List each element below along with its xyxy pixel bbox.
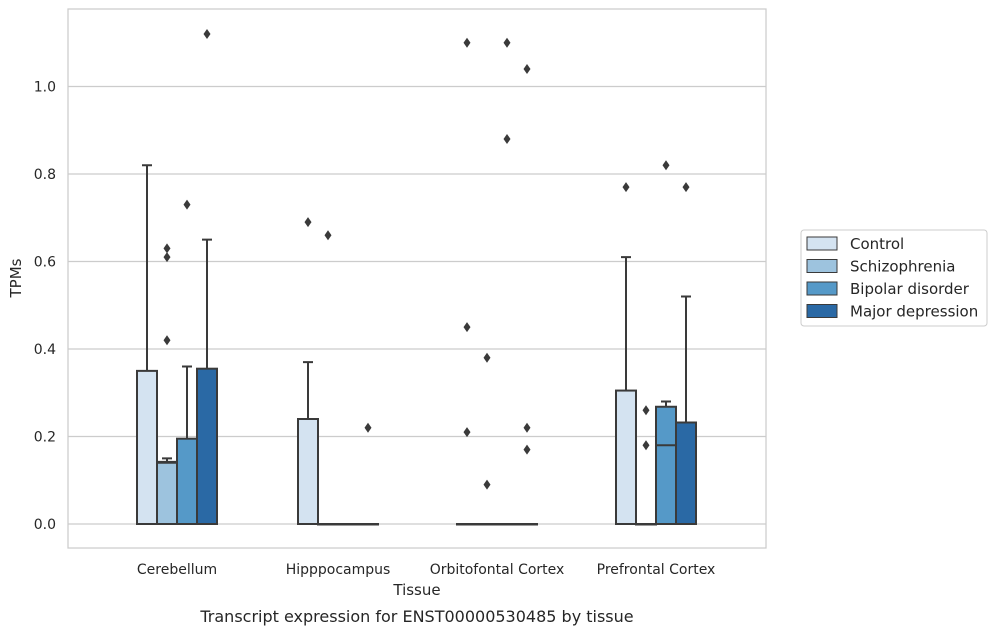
legend-swatch xyxy=(806,304,838,318)
y-tick-label: 0.4 xyxy=(34,342,56,358)
box-body xyxy=(297,418,319,525)
x-tick-label: Hipppocampus xyxy=(286,562,391,578)
box-bipolar-disorder xyxy=(655,160,677,525)
box-major-depression xyxy=(357,422,379,526)
box-body xyxy=(655,405,677,525)
box-schizophrenia xyxy=(635,405,657,526)
x-axis-ticks: Cerebellum Hipppocampus Orbitofontal Corte… xyxy=(137,562,715,578)
outlier-point xyxy=(503,37,511,48)
box-control xyxy=(456,37,478,526)
y-tick-label: 1.0 xyxy=(34,80,56,96)
outlier-point xyxy=(324,230,332,241)
box-body xyxy=(615,389,637,525)
box-major-depression xyxy=(196,29,218,525)
legend-label: Schizophrenia xyxy=(850,258,955,276)
outlier-point xyxy=(463,322,471,333)
outlier-point xyxy=(163,335,171,346)
box-schizophrenia xyxy=(317,230,339,526)
box-body xyxy=(176,437,198,525)
legend-swatch xyxy=(806,281,838,296)
x-tick-label: Cerebellum xyxy=(137,562,217,578)
outlier-point xyxy=(304,217,312,228)
box-body xyxy=(136,369,158,525)
outlier-point xyxy=(163,252,171,263)
y-tick-label: 0.0 xyxy=(34,517,56,533)
outlier-point xyxy=(203,29,211,39)
outlier-point xyxy=(463,427,471,438)
box-control xyxy=(136,164,158,525)
outlier-point xyxy=(523,444,531,455)
outlier-point xyxy=(483,352,491,363)
box-bipolar-disorder xyxy=(496,37,518,526)
y-tick-label: 0.2 xyxy=(34,430,56,446)
outlier-point xyxy=(642,405,650,416)
box-body xyxy=(196,367,218,525)
x-tick-label: Orbitofontal Cortex xyxy=(430,562,565,578)
outlier-point xyxy=(642,440,650,451)
box-control xyxy=(297,217,319,525)
legend-label: Control xyxy=(850,235,904,253)
outlier-point xyxy=(163,243,171,254)
box-body xyxy=(156,460,178,525)
legend-frame xyxy=(800,229,988,327)
chart-caption: Transcript expression for ENST0000053048… xyxy=(199,607,633,626)
box-major-depression xyxy=(516,64,538,526)
box-major-depression xyxy=(675,182,697,525)
y-axis-ticks: 0.0 0.2 0.4 0.6 0.8 1.0 xyxy=(34,80,56,534)
box-schizophrenia xyxy=(476,352,498,526)
outlier-point xyxy=(682,182,690,193)
box-schizophrenia xyxy=(156,243,178,525)
x-axis-label: Tissue xyxy=(392,581,440,599)
outlier-point xyxy=(483,479,491,490)
outlier-point xyxy=(364,422,372,433)
box-bipolar-disorder xyxy=(176,199,198,525)
legend-swatch xyxy=(806,259,838,273)
x-tick-label: Prefrontal Cortex xyxy=(597,562,716,578)
legend-swatch xyxy=(806,236,838,251)
plot-frame xyxy=(67,8,767,549)
box-series xyxy=(136,29,697,526)
box-bipolar-disorder xyxy=(337,523,359,526)
outlier-point xyxy=(622,182,630,193)
legend: Control Schizophrenia Bipolar disorder Majo… xyxy=(800,229,988,327)
box-control xyxy=(615,182,637,525)
box-body xyxy=(675,421,697,525)
outlier-point xyxy=(503,134,511,144)
outlier-point xyxy=(523,64,531,74)
outlier-point xyxy=(523,422,531,433)
y-axis-label: TPMs xyxy=(7,258,25,298)
outlier-point xyxy=(463,37,471,48)
legend-label: Major depression xyxy=(850,303,978,321)
outlier-point xyxy=(662,160,670,171)
legend-label: Bipolar disorder xyxy=(850,280,970,298)
y-tick-label: 0.6 xyxy=(34,255,56,271)
y-tick-label: 0.8 xyxy=(34,167,56,183)
outlier-point xyxy=(183,199,191,210)
